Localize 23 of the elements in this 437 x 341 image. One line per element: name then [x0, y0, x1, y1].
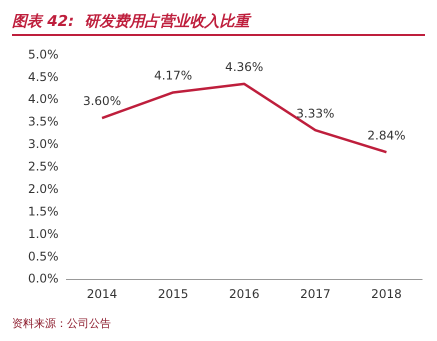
y-tick-label: 3.5% [28, 114, 58, 129]
chart-title: 图表 42: 研发费用占营业收入比重 [12, 8, 425, 36]
data-label: 3.60% [82, 94, 122, 108]
x-tick-label: 2016 [228, 286, 260, 301]
data-label: 2.84% [367, 128, 406, 142]
x-tick-label: 2018 [371, 286, 402, 301]
y-tick-label: 0.5% [28, 249, 58, 264]
y-tick-label: 4.5% [28, 70, 58, 84]
y-tick-label: 3.0% [28, 137, 58, 152]
y-tick-label: 1.5% [28, 204, 58, 218]
data-label: 4.17% [154, 68, 192, 83]
text: 资料来源：公司公告 [12, 316, 111, 331]
y-tick-label: 4.0% [28, 92, 58, 106]
y-tick-label: 5.0% [28, 47, 58, 62]
y-tick-label: 2.5% [28, 160, 58, 174]
data-label: 3.33% [296, 106, 334, 120]
x-tick-label: 2017 [300, 286, 331, 301]
x-tick-label: 2014 [86, 286, 118, 301]
data-label: 4.36% [225, 60, 264, 74]
x-tick-label: 2015 [158, 286, 188, 301]
y-tick-label: 1.0% [28, 226, 58, 241]
y-tick-label: 2.0% [28, 182, 58, 196]
y-tick-label: 0.0% [28, 272, 58, 286]
